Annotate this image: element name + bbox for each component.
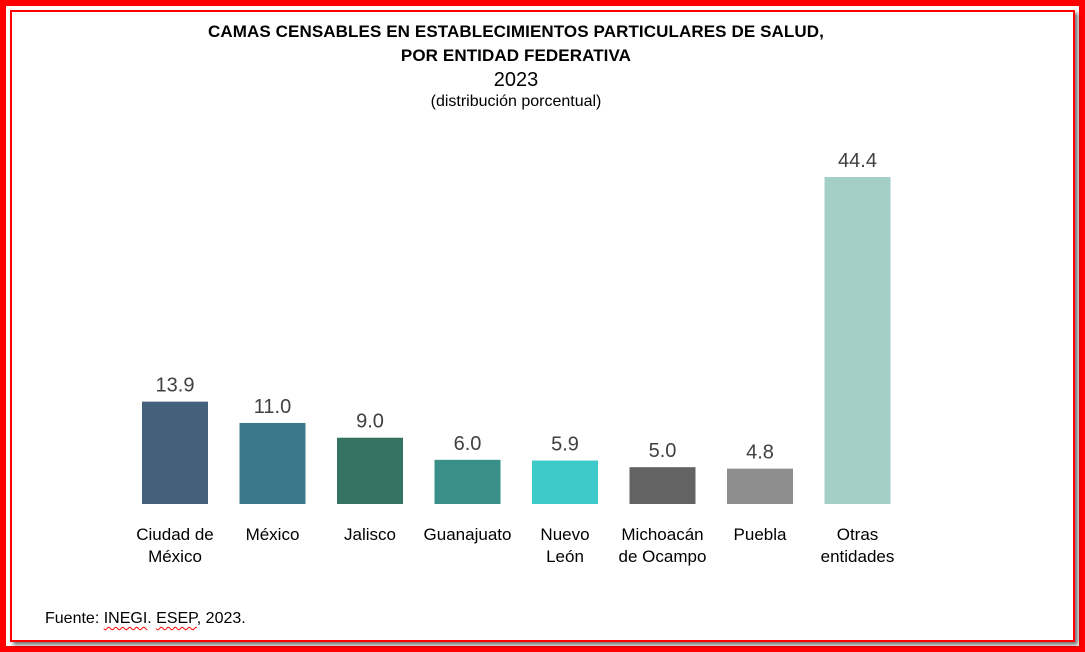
category-label-0-1: México — [148, 547, 202, 566]
source-prefix: Fuente: — [45, 610, 104, 627]
bar-2 — [337, 437, 403, 504]
chart-year: 2023 — [493, 69, 539, 91]
bar-0 — [142, 401, 208, 504]
category-label-2-0: Jalisco — [344, 525, 396, 544]
category-label-0-0: Ciudad de — [136, 525, 214, 544]
source-note: Fuente: INEGI. ESEP, 2023. — [45, 610, 246, 628]
category-label-6-0: Puebla — [734, 525, 787, 544]
chart-title-line-2: POR ENTIDAD FEDERATIVA — [400, 46, 632, 65]
chart-subtitle: (distribución porcentual) — [430, 93, 602, 110]
bar-7 — [824, 177, 891, 504]
data-label-4: 5.9 — [551, 434, 579, 456]
source-suffix: , 2023. — [196, 610, 246, 627]
category-label-5-0: Michoacán — [621, 525, 703, 544]
data-label-6: 4.8 — [746, 442, 774, 464]
bar-3 — [434, 459, 501, 504]
category-label-7-0: Otras — [837, 525, 879, 544]
category-label-1-0: México — [246, 525, 300, 544]
chart-title-line-1: CAMAS CENSABLES EN ESTABLECIMIENTOS PART… — [208, 22, 824, 41]
category-label-3-0: Guanajuato — [424, 525, 512, 544]
bar-1 — [239, 422, 306, 504]
chart-title-block: CAMAS CENSABLES EN ESTABLECIMIENTOS PART… — [0, 20, 1032, 112]
bar-6 — [727, 468, 793, 504]
bar-5 — [629, 467, 696, 504]
data-label-5: 5.0 — [649, 440, 677, 462]
data-label-0: 13.9 — [156, 375, 195, 397]
category-label-5-1: de Ocampo — [619, 547, 707, 566]
category-label-7-1: entidades — [821, 547, 895, 566]
data-label-2: 9.0 — [356, 411, 384, 433]
category-label-4-1: León — [546, 547, 584, 566]
source-org-esep: ESEP — [156, 610, 197, 627]
chart-frame — [10, 10, 1075, 642]
source-org-inegi: INEGI — [103, 610, 148, 627]
data-label-1: 11.0 — [254, 396, 291, 418]
category-label-4-0: Nuevo — [540, 525, 589, 544]
source-separator: . — [147, 610, 157, 627]
bar-4 — [532, 460, 598, 504]
data-label-7: 44.4 — [838, 150, 877, 172]
data-label-3: 6.0 — [454, 433, 482, 455]
